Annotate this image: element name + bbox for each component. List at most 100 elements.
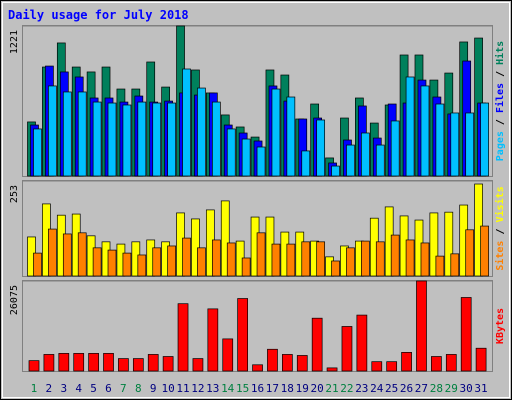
bar	[480, 225, 489, 277]
bar	[182, 237, 191, 277]
bar	[420, 85, 430, 177]
x-tick-label: 16	[251, 382, 264, 395]
bar	[48, 228, 57, 277]
bar	[197, 247, 206, 277]
x-tick-label: 10	[161, 382, 174, 395]
bar	[147, 354, 159, 372]
bar	[444, 211, 454, 277]
bar	[346, 144, 355, 177]
y-tick-label: 253	[9, 185, 20, 203]
y-tick-label: 1221	[9, 30, 20, 54]
bar	[241, 257, 251, 277]
bar	[450, 112, 460, 177]
bar	[465, 112, 475, 177]
bar	[420, 242, 430, 277]
bar	[271, 88, 281, 177]
x-tick-label: 17	[266, 382, 279, 395]
bar	[465, 229, 475, 277]
bar	[429, 212, 439, 277]
bar	[226, 128, 236, 177]
bar	[286, 96, 296, 177]
x-tick-label: 21	[325, 382, 338, 395]
x-tick-label: 11	[176, 382, 189, 395]
bar	[401, 352, 412, 372]
bar	[390, 234, 400, 277]
bar	[107, 102, 117, 177]
x-tick-label: 22	[340, 382, 353, 395]
x-tick-label: 31	[474, 382, 487, 395]
bar	[346, 247, 355, 277]
legend-entry: Pages	[495, 131, 506, 161]
bar	[460, 297, 472, 372]
bar	[241, 138, 251, 177]
x-tick-label: 15	[236, 382, 249, 395]
bar	[316, 241, 326, 277]
x-tick-label: 7	[120, 382, 127, 395]
bar	[152, 102, 162, 177]
bar	[182, 68, 191, 177]
legend-entry: Visits	[494, 186, 506, 222]
bar	[122, 252, 132, 277]
chart-title: Daily usage for July 2018	[8, 8, 189, 22]
bar	[177, 303, 189, 372]
bar	[222, 338, 234, 372]
bar	[267, 348, 278, 372]
bar	[137, 254, 147, 277]
x-tick-label: 8	[135, 382, 142, 395]
bar	[207, 308, 219, 372]
bar	[92, 247, 102, 277]
x-tick-label: 5	[90, 382, 97, 395]
bar	[62, 233, 72, 277]
bar	[386, 361, 398, 372]
x-tick-label: 30	[460, 382, 473, 395]
legend-separator: /	[495, 222, 506, 240]
bar	[167, 245, 176, 277]
bar	[361, 240, 370, 277]
x-tick-label: 18	[281, 382, 294, 395]
bar	[341, 326, 353, 372]
bar	[475, 347, 487, 372]
bar	[431, 356, 442, 372]
legend-entry: KBytes	[495, 308, 506, 344]
bar	[405, 76, 415, 177]
x-tick-label: 29	[445, 382, 458, 395]
x-tick-label: 13	[206, 382, 219, 395]
bar	[137, 101, 147, 177]
x-tick-label: 9	[150, 382, 157, 395]
x-tick-label: 2	[46, 382, 53, 395]
bar	[197, 87, 206, 177]
bar	[220, 200, 230, 277]
x-tick-label: 24	[370, 382, 384, 395]
x-tick-label: 26	[400, 382, 413, 395]
bar	[282, 354, 293, 372]
legend-separator: /	[495, 65, 506, 83]
x-tick-label: 4	[75, 382, 82, 395]
bar	[33, 128, 42, 177]
bar	[361, 132, 370, 177]
legend-entry: Sites	[494, 241, 506, 271]
bar	[152, 247, 162, 277]
bar	[167, 102, 176, 177]
bar	[48, 85, 57, 177]
bar	[435, 103, 445, 177]
legend: KBytes	[495, 308, 506, 344]
bar	[271, 243, 281, 277]
bar	[286, 243, 296, 277]
bar	[118, 358, 129, 372]
bar	[162, 356, 174, 372]
bar	[435, 255, 445, 277]
bar	[211, 239, 221, 277]
bar	[356, 314, 368, 372]
bar	[375, 241, 385, 277]
x-tick-label: 12	[191, 382, 204, 395]
bar	[301, 150, 311, 177]
x-tick-label: 3	[60, 382, 67, 395]
legend: Sites / Visits	[494, 186, 506, 270]
x-tick-label: 23	[355, 382, 368, 395]
bar	[326, 367, 338, 372]
x-tick-label: 19	[296, 382, 309, 395]
bar	[256, 232, 266, 277]
bar	[122, 104, 132, 177]
x-tick-label: 14	[221, 382, 235, 395]
